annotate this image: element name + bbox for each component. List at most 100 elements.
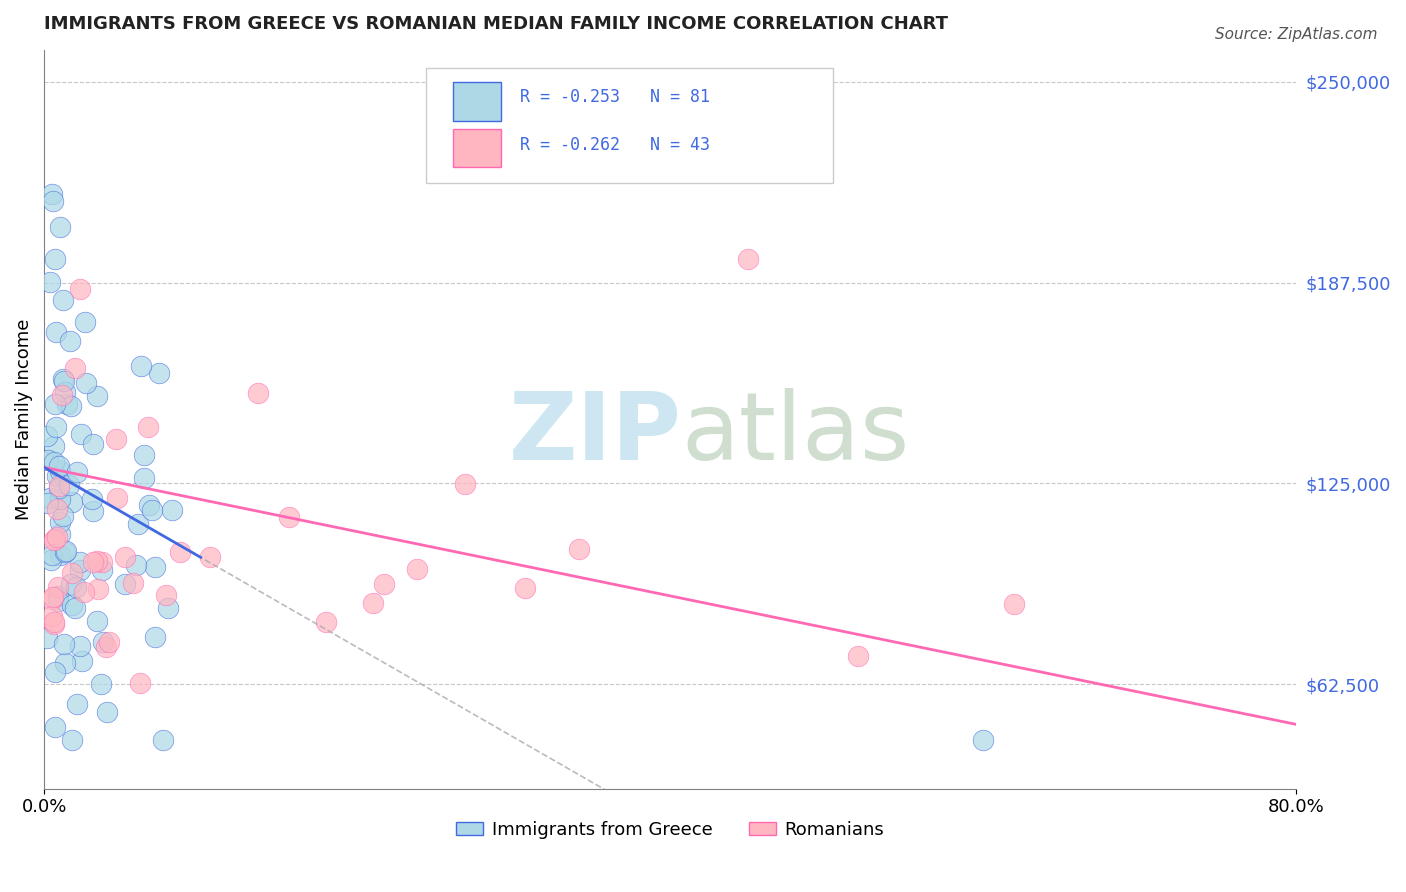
Point	[155, 588, 177, 602]
Point	[52, 374, 75, 388]
Point	[73, 316, 96, 330]
Point	[454, 477, 477, 491]
Point	[48, 492, 70, 507]
Point	[49, 548, 72, 562]
Point	[136, 419, 159, 434]
Point	[45, 530, 67, 544]
Point	[42, 617, 65, 632]
FancyBboxPatch shape	[426, 69, 832, 183]
Point	[846, 649, 869, 664]
Point	[42, 615, 65, 630]
Point	[122, 576, 145, 591]
Bar	[453, 82, 501, 120]
Point	[98, 635, 121, 649]
Point	[125, 558, 148, 573]
Point	[94, 640, 117, 654]
Point	[65, 580, 87, 594]
Point	[48, 458, 70, 473]
Point	[60, 733, 83, 747]
Point	[53, 544, 76, 558]
Legend: Immigrants from Greece, Romanians: Immigrants from Greece, Romanians	[449, 814, 891, 846]
Point	[49, 220, 72, 235]
Text: IMMIGRANTS FROM GREECE VS ROMANIAN MEDIAN FAMILY INCOME CORRELATION CHART: IMMIGRANTS FROM GREECE VS ROMANIAN MEDIA…	[44, 15, 948, 33]
Y-axis label: Median Family Income: Median Family Income	[15, 318, 32, 520]
Point	[46, 580, 69, 594]
Point	[53, 637, 76, 651]
Point	[373, 577, 395, 591]
Text: atlas: atlas	[681, 388, 910, 480]
Point	[91, 555, 114, 569]
Point	[48, 526, 70, 541]
Point	[44, 533, 66, 547]
Point	[42, 194, 65, 208]
Point	[169, 545, 191, 559]
Point	[48, 479, 70, 493]
Point	[48, 594, 70, 608]
Point	[70, 426, 93, 441]
Point	[37, 632, 59, 646]
Point	[55, 657, 77, 671]
Point	[104, 432, 127, 446]
Text: R = -0.253   N = 81: R = -0.253 N = 81	[520, 87, 710, 105]
Point	[41, 608, 63, 623]
Point	[91, 563, 114, 577]
Point	[87, 582, 110, 597]
Point	[132, 448, 155, 462]
Point	[41, 187, 63, 202]
Point	[42, 590, 65, 604]
Point	[59, 334, 82, 348]
Point	[44, 721, 66, 735]
Point	[69, 640, 91, 654]
Point	[45, 325, 67, 339]
Point	[568, 542, 591, 557]
Point	[41, 548, 63, 562]
Point	[114, 550, 136, 565]
Bar	[453, 129, 501, 168]
Point	[1002, 598, 1025, 612]
Point	[44, 252, 66, 266]
Point	[58, 478, 80, 492]
Point	[46, 590, 69, 604]
Text: ZIP: ZIP	[509, 388, 682, 480]
Point	[405, 562, 427, 576]
Point	[86, 554, 108, 568]
Point	[132, 470, 155, 484]
Point	[52, 293, 75, 307]
Point	[60, 566, 83, 581]
Point	[82, 491, 104, 506]
Point	[737, 252, 759, 266]
Point	[70, 654, 93, 668]
Point	[62, 495, 84, 509]
Point	[246, 386, 269, 401]
Point	[141, 503, 163, 517]
Point	[972, 733, 994, 747]
Point	[105, 491, 128, 505]
Point	[515, 581, 537, 595]
Point	[90, 676, 112, 690]
Point	[143, 559, 166, 574]
Point	[91, 635, 114, 649]
Point	[37, 496, 59, 510]
Point	[60, 598, 83, 612]
Point	[55, 384, 77, 399]
Point	[138, 498, 160, 512]
Point	[96, 705, 118, 719]
Point	[73, 585, 96, 599]
Point	[69, 555, 91, 569]
Point	[66, 697, 89, 711]
Point	[127, 516, 149, 531]
Point	[52, 509, 75, 524]
Point	[37, 429, 59, 443]
Text: R = -0.262   N = 43: R = -0.262 N = 43	[520, 136, 710, 154]
Point	[152, 733, 174, 747]
Point	[361, 596, 384, 610]
Point	[44, 397, 66, 411]
Point	[45, 502, 67, 516]
Point	[63, 361, 86, 376]
Text: Source: ZipAtlas.com: Source: ZipAtlas.com	[1215, 27, 1378, 42]
Point	[38, 276, 60, 290]
Point	[44, 533, 66, 548]
Point	[65, 601, 87, 615]
Point	[114, 576, 136, 591]
Point	[51, 388, 73, 402]
